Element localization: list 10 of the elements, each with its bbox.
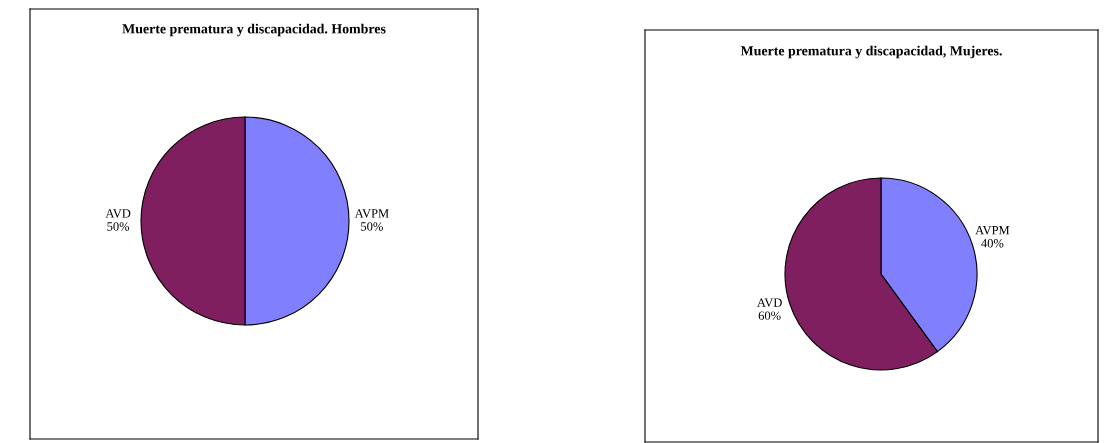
slice-label: AVD — [105, 209, 131, 218]
data-label: 40% — [981, 239, 1004, 248]
data-label: 50% — [361, 222, 383, 231]
slice-label: AVD — [757, 298, 782, 307]
data-label: 60% — [758, 311, 781, 320]
data-label: 50% — [107, 222, 130, 231]
slice-label: AVPM — [354, 209, 389, 218]
slice-label: AVPM — [975, 226, 1010, 235]
chart-title: Muerte prematura y discapacidad. Hombres — [122, 23, 386, 37]
chart-title: Muerte prematura y discapacidad, Mujeres. — [740, 45, 1002, 59]
